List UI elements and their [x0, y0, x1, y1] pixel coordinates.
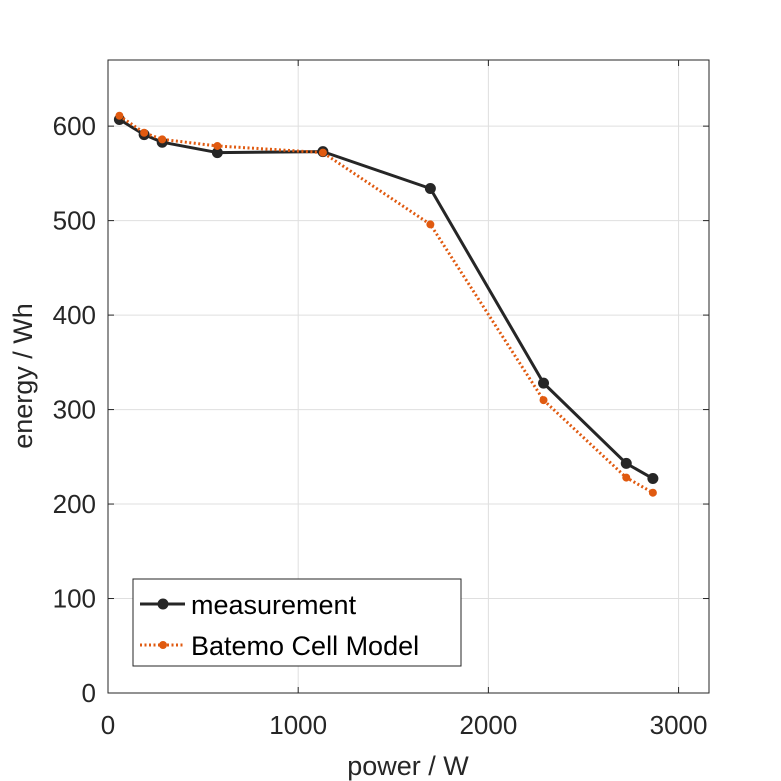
data-point-0: [538, 377, 550, 389]
legend-label-measurement: measurement: [191, 590, 357, 620]
data-point-1: [213, 141, 222, 150]
axis-ticks: [107, 60, 709, 694]
data-point-1: [539, 396, 548, 405]
data-point-0: [424, 182, 436, 194]
data-point-0: [647, 473, 659, 485]
data-point-0: [620, 457, 632, 469]
y-tick-label: 300: [53, 395, 96, 425]
axis-tick-labels: 0 1000 2000 3000 0 100 200 300 400 500 600: [53, 111, 708, 740]
data-point-1: [115, 111, 124, 120]
grid: [107, 60, 709, 694]
x-tick-label: 0: [101, 710, 115, 740]
y-axis-label: energy / Wh: [8, 303, 38, 449]
plot-area-border: [107, 59, 710, 694]
y-tick-label: 100: [53, 584, 96, 614]
y-tick-label: 600: [53, 111, 96, 141]
x-tick-label: 1000: [269, 710, 327, 740]
data-point-1: [158, 135, 167, 144]
y-tick-label: 0: [82, 678, 96, 708]
legend-box: [132, 578, 462, 667]
data-point-1: [318, 148, 327, 157]
legend-marker-batemo: [159, 641, 167, 649]
data-point-1: [140, 128, 149, 137]
legend-marker-measurement: [157, 598, 169, 610]
x-tick-label: 3000: [650, 710, 708, 740]
data-point-1: [648, 488, 657, 497]
data-point-1: [426, 220, 435, 229]
series-layer: [113, 111, 659, 497]
y-tick-label: 400: [53, 300, 96, 330]
legend: measurement Batemo Cell Model: [132, 578, 462, 667]
series-line-1: [118, 114, 654, 495]
y-tick-label: 500: [53, 206, 96, 236]
data-point-1: [622, 473, 631, 482]
x-axis-label: power / W: [347, 751, 469, 781]
x-tick-label: 2000: [459, 710, 517, 740]
legend-label-batemo: Batemo Cell Model: [191, 631, 419, 661]
y-tick-label: 200: [53, 489, 96, 519]
